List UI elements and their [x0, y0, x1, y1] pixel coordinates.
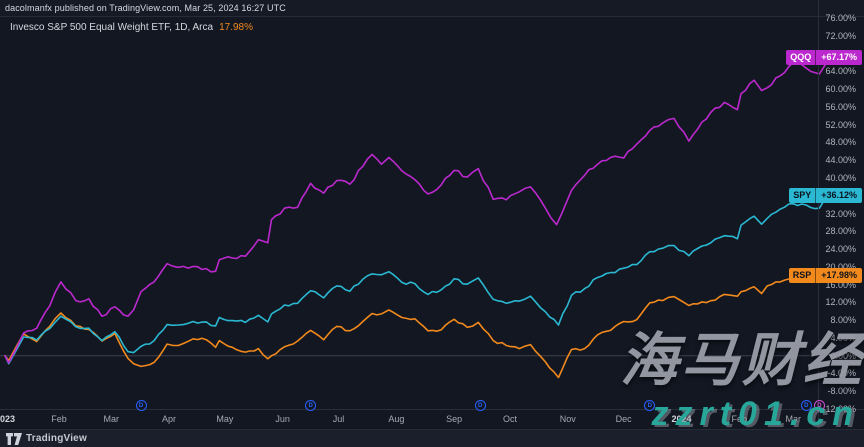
price-axis-label: 52.00% — [825, 119, 856, 130]
time-axis-label-mar: Mar — [103, 414, 119, 424]
time-axis-label-may: May — [216, 414, 234, 424]
footer-bar: TradingView — [0, 429, 864, 447]
publish-header: dacolmanfx published on TradingView.com,… — [0, 0, 864, 17]
time-axis-label-nov: Nov — [559, 414, 576, 424]
time-axis-label-aug: Aug — [388, 414, 405, 424]
price-axis-label: 60.00% — [825, 84, 856, 95]
footer-brand-label[interactable]: TradingView — [26, 433, 87, 444]
price-axis[interactable]: 76.00%72.00%68.00%64.00%60.00%56.00%52.0… — [818, 13, 864, 428]
time-axis-label-mar: Mar — [785, 414, 802, 424]
price-axis-label: 44.00% — [825, 155, 856, 166]
tradingview-logo-icon[interactable] — [6, 432, 22, 445]
time-axis-label-feb: Feb — [51, 414, 67, 424]
symbol-change-value: 17.98% — [219, 22, 253, 33]
price-axis-label: 24.00% — [825, 244, 856, 255]
price-axis-label: 16.00% — [825, 279, 856, 290]
price-axis-label: -12.00% — [822, 404, 856, 415]
dividend-marker-icon[interactable]: D — [305, 400, 317, 411]
price-axis-label: 20.00% — [825, 261, 856, 272]
price-pill-qqq: QQQ +67.17% — [786, 49, 862, 65]
dividend-marker-icon[interactable]: D — [644, 400, 656, 411]
price-axis-label: 0.00% — [830, 350, 856, 361]
price-pill-value: +67.17% — [821, 51, 857, 62]
time-axis-label-jul: Jul — [332, 414, 345, 424]
price-pill-ticker: RSP — [789, 268, 817, 284]
price-axis-label: 56.00% — [825, 101, 856, 112]
series-line-spy[interactable] — [4, 191, 839, 365]
price-axis-label: 48.00% — [825, 137, 856, 148]
price-axis-label: 12.00% — [825, 297, 856, 308]
time-axis-label-oct: Oct — [503, 414, 518, 424]
price-pill-value: +17.98% — [821, 270, 857, 281]
price-pill-rsp: RSP +17.98% — [788, 268, 862, 284]
price-axis-label: 28.00% — [825, 226, 856, 237]
price-axis-label: 40.00% — [825, 172, 856, 183]
time-axis-label-2024: 2024 — [671, 414, 692, 424]
price-axis-label: 8.00% — [830, 315, 856, 326]
price-axis-label: 72.00% — [825, 30, 856, 41]
time-axis-label-dec: Dec — [615, 414, 632, 424]
symbol-title: Invesco S&P 500 Equal Weight ETF, 1D, Ar… — [10, 22, 214, 33]
price-axis-label: 32.00% — [825, 208, 856, 219]
symbol-legend[interactable]: Invesco S&P 500 Equal Weight ETF, 1D, Ar… — [10, 22, 253, 33]
price-axis-label: 76.00% — [825, 13, 856, 24]
series-line-rsp[interactable] — [4, 269, 839, 379]
time-axis-label-jun: Jun — [275, 414, 290, 424]
price-axis-label: 4.00% — [830, 332, 856, 343]
price-pill-ticker: QQQ — [786, 49, 817, 65]
time-axis-label-feb: Feb — [731, 414, 747, 424]
price-axis-label: -4.00% — [827, 368, 856, 379]
time-axis-label-2023: 2023 — [0, 414, 16, 424]
price-axis-border — [818, 0, 819, 429]
dividend-marker-icon[interactable]: D — [800, 400, 812, 411]
price-axis-label: -8.00% — [827, 386, 856, 397]
time-axis[interactable]: 2023 Feb Mar Apr May Jun Jul Aug Sep Oct Nov Dec 202… — [0, 409, 864, 429]
price-pill-ticker: SPY — [789, 187, 817, 203]
price-pill-spy: SPY +36.12% — [789, 187, 862, 203]
dividend-marker-icon[interactable]: D — [813, 400, 825, 411]
dividend-marker-icon[interactable]: D — [135, 400, 147, 411]
price-pill-value: +36.12% — [821, 189, 857, 200]
series-line-qqq[interactable] — [4, 51, 839, 364]
price-axis-label: 64.00% — [825, 66, 856, 77]
time-axis-label-apr: Apr — [161, 414, 176, 424]
dividend-marker-icon[interactable]: D — [474, 400, 486, 411]
time-axis-label-sep: Sep — [446, 414, 463, 424]
publish-header-text: dacolmanfx published on TradingView.com,… — [5, 3, 286, 13]
